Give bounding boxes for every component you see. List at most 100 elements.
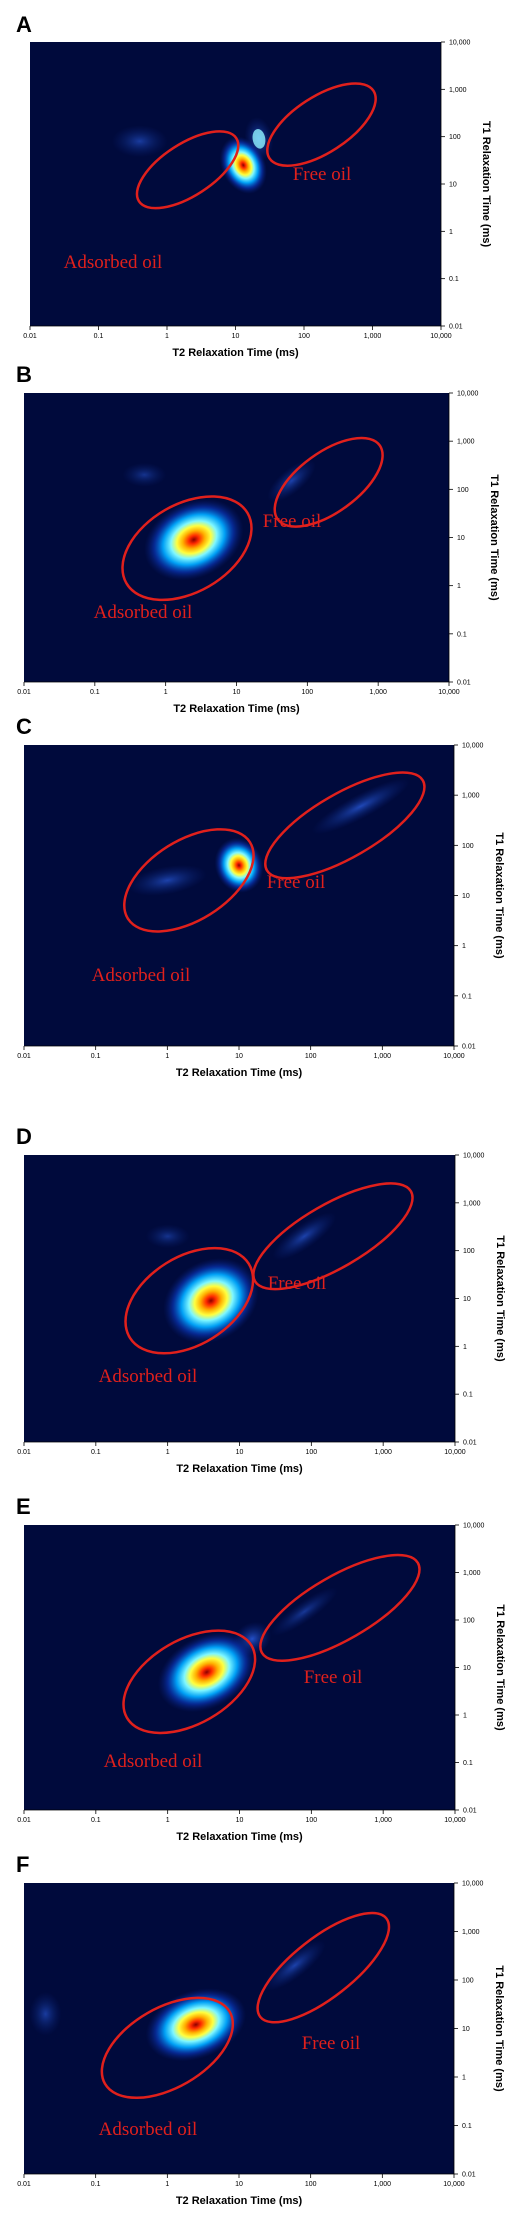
adsorbed-oil-label: Adsorbed oil — [94, 602, 193, 623]
panel-letter: A — [16, 12, 32, 37]
x-tick-label: 0.1 — [94, 333, 104, 340]
y-tick-label: 100 — [462, 843, 474, 850]
heatmap-peak — [263, 1940, 326, 1991]
adsorbed-oil-label: Adsorbed oil — [99, 1366, 198, 1387]
y-tick-label: 1 — [463, 1344, 467, 1351]
panel-letter: E — [16, 1494, 31, 1519]
x-tick-label: 100 — [305, 1817, 317, 1824]
panel-b: B Free oil Adsorbed oil 0.01 0.1 1 10 100 1,000 1… — [16, 362, 500, 715]
y-axis-title: T1 Relaxation Time (ms) — [480, 121, 492, 248]
y-tick-label: 1 — [457, 583, 461, 590]
y-tick-label: 0.1 — [462, 2123, 472, 2130]
heatmap-peak — [272, 1212, 337, 1261]
adsorbed-oil-ellipse — [123, 828, 255, 933]
x-tick-label: 1 — [166, 1449, 170, 1456]
y-tick-label: 10,000 — [457, 391, 479, 398]
y-tick-label: 10,000 — [449, 40, 471, 47]
x-tick-label: 1,000 — [374, 2181, 392, 2188]
heatmap-peak — [214, 837, 264, 893]
x-tick-label: 100 — [301, 689, 313, 696]
panel-d: D Free oil Adsorbed oil 0.01 0.1 1 10 100 1,000 1… — [16, 1124, 506, 1475]
y-tick-label: 0.1 — [449, 276, 459, 283]
free-oil-ellipse — [264, 771, 426, 880]
x-tick-label: 0.1 — [91, 1449, 101, 1456]
heatmap-peak — [145, 1988, 247, 2062]
x-tick-label: 10 — [232, 333, 240, 340]
free-oil-label: Free oil — [293, 164, 352, 185]
heatmap-peak — [271, 1587, 338, 1636]
x-tick-label: 10 — [235, 1053, 243, 1060]
x-tick-label: 0.01 — [17, 689, 31, 696]
x-tick-label: 0.1 — [90, 689, 100, 696]
heatmap-layer — [127, 778, 410, 896]
y-tick-label: 1 — [463, 1713, 467, 1720]
free-oil-ellipse — [259, 1553, 421, 1662]
free-oil-ellipse — [256, 1911, 391, 2024]
x-tick-label: 10,000 — [443, 2181, 465, 2188]
heatmap-peak — [122, 462, 167, 487]
y-tick-label: 0.01 — [463, 1808, 477, 1815]
y-tick-label: 10 — [463, 1296, 471, 1303]
x-tick-label: 10,000 — [438, 689, 460, 696]
x-tick-label: 1,000 — [364, 333, 382, 340]
free-oil-label: Free oil — [268, 1273, 327, 1294]
y-tick-label: 1,000 — [462, 793, 480, 800]
x-tick-label: 10 — [233, 689, 241, 696]
x-tick-label: 100 — [305, 2181, 317, 2188]
y-tick-label: 0.1 — [462, 993, 472, 1000]
heatmap-peak — [144, 498, 244, 581]
heatmap-peak — [157, 1632, 256, 1713]
panel-f: F Free oil Adsorbed oil 0.01 0.1 1 10 100 1,000 1… — [16, 1852, 505, 2207]
heatmap-peak — [127, 864, 207, 896]
y-axis-title: T1 Relaxation Time (ms) — [494, 1604, 506, 1731]
x-tick-label: 10,000 — [444, 1817, 466, 1824]
y-tick-label: 100 — [457, 487, 469, 494]
y-tick-label: 10 — [462, 2026, 470, 2033]
x-tick-label: 1 — [165, 2181, 169, 2188]
x-tick-label: 1 — [165, 333, 169, 340]
panel-letter: C — [16, 714, 32, 739]
panel-letter: F — [16, 1852, 29, 1877]
x-tick-label: 0.01 — [17, 1449, 31, 1456]
adsorbed-oil-label: Adsorbed oil — [64, 252, 163, 273]
x-tick-label: 0.1 — [91, 2181, 101, 2188]
heatmap-peak — [29, 1991, 62, 2036]
x-tick-label: 10 — [236, 1449, 244, 1456]
x-tick-label: 1 — [164, 689, 168, 696]
x-tick-label: 1,000 — [374, 1053, 392, 1060]
y-tick-label: 1,000 — [449, 87, 467, 94]
free-oil-label: Free oil — [304, 1667, 363, 1688]
y-tick-label: 1 — [462, 943, 466, 950]
y-tick-label: 0.1 — [463, 1392, 473, 1399]
heatmap-layer — [29, 1940, 326, 2062]
panel-e: E Free oil Adsorbed oil 0.01 0.1 1 10 100 1,000 1… — [16, 1494, 506, 1843]
y-tick-label: 10 — [449, 182, 457, 189]
y-tick-label: 0.01 — [449, 324, 463, 331]
x-tick-label: 10 — [236, 1817, 244, 1824]
y-axis-title: T1 Relaxation Time (ms) — [493, 1965, 505, 2092]
y-tick-label: 10,000 — [462, 743, 484, 750]
free-oil-ellipse — [273, 436, 384, 528]
x-tick-label: 0.01 — [17, 2181, 31, 2188]
free-oil-ellipse — [266, 82, 377, 167]
heatmap-layer — [157, 1587, 338, 1713]
y-tick-label: 100 — [449, 134, 461, 141]
y-tick-label: 10 — [462, 893, 470, 900]
x-axis-title: T2 Relaxation Time (ms) — [172, 347, 299, 359]
y-axis-title: T1 Relaxation Time (ms) — [493, 832, 505, 959]
x-tick-label: 100 — [305, 1053, 317, 1060]
free-oil-label: Free oil — [263, 511, 322, 532]
adsorbed-oil-ellipse — [100, 1996, 235, 2100]
y-tick-label: 0.01 — [463, 1440, 477, 1447]
x-tick-label: 0.01 — [23, 333, 37, 340]
x-tick-label: 0.1 — [91, 1817, 101, 1824]
x-tick-label: 10,000 — [443, 1053, 465, 1060]
y-tick-label: 1,000 — [462, 1929, 480, 1936]
adsorbed-oil-ellipse — [124, 1246, 255, 1355]
x-tick-label: 1,000 — [369, 689, 387, 696]
y-tick-label: 10 — [463, 1665, 471, 1672]
y-tick-label: 0.1 — [463, 1760, 473, 1767]
y-tick-label: 10,000 — [463, 1153, 485, 1160]
heatmap-peak — [311, 778, 410, 835]
